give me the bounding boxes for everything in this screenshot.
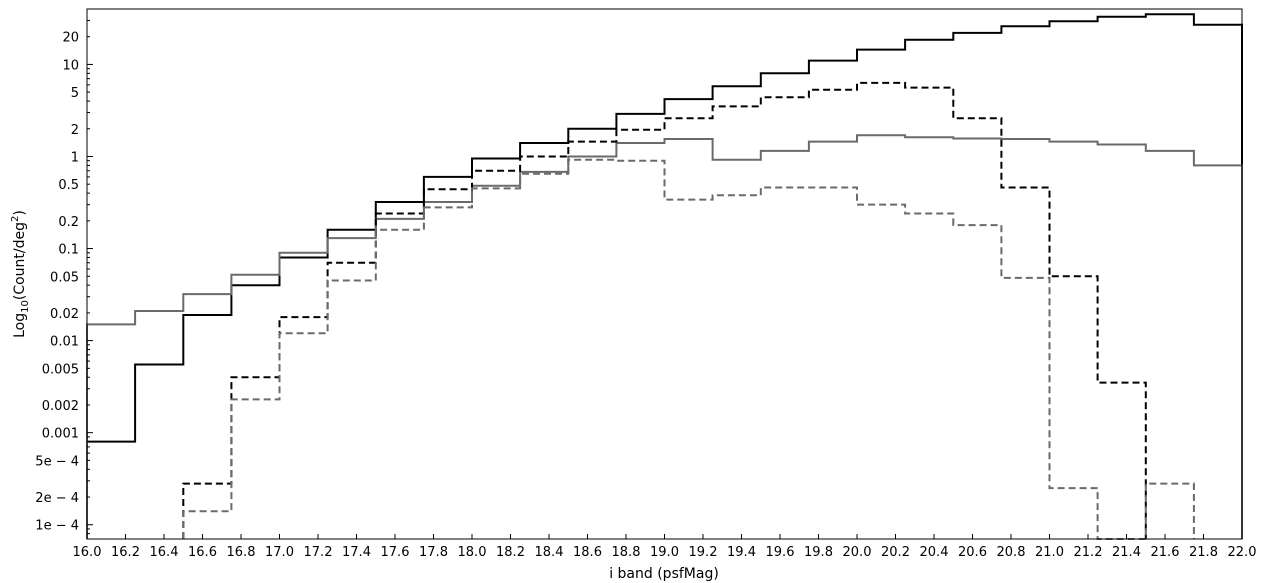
x-tick-label: 19.0 <box>650 545 679 560</box>
x-tick-label: 18.0 <box>458 545 487 560</box>
y-axis-title-close: ) <box>12 210 28 215</box>
x-tick-label: 16.4 <box>150 545 179 560</box>
y-tick-label: 0.001 <box>42 427 79 442</box>
y-tick-label: 0.5 <box>58 178 79 193</box>
y-tick-label: 0.02 <box>50 307 79 322</box>
y-axis-title-open: (Count/deg <box>12 222 28 300</box>
x-tick-label: 21.6 <box>1151 545 1180 560</box>
x-tick-label: 20.4 <box>920 545 949 560</box>
y-axis-title-sub: 10 <box>20 300 31 313</box>
x-tick-label: 22.0 <box>1228 545 1257 560</box>
y-tick-label: 0.2 <box>58 215 79 230</box>
y-tick-label: 5e − 4 <box>35 454 79 469</box>
x-tick-label: 21.4 <box>1112 545 1141 560</box>
x-tick-label: 18.4 <box>535 545 564 560</box>
y-tick-label: 2 <box>71 123 79 138</box>
y-axis-title-sup: 2 <box>10 216 21 222</box>
y-axis-title: Log10(Count/deg2) <box>10 210 31 338</box>
x-tick-label: 20.0 <box>843 545 872 560</box>
x-tick-label: 19.4 <box>727 545 756 560</box>
y-tick-label: 2e − 4 <box>35 491 79 506</box>
x-tick-label: 16.6 <box>188 545 217 560</box>
y-tick-label: 0.002 <box>42 399 79 414</box>
y-tick-label: 0.1 <box>58 243 79 258</box>
x-tick-label: 17.4 <box>342 545 371 560</box>
x-tick-label: 17.6 <box>381 545 410 560</box>
x-tick-label: 20.6 <box>958 545 987 560</box>
series-line-3 <box>182 81 1147 539</box>
x-tick-label: 18.8 <box>612 545 641 560</box>
x-tick-label: 21.0 <box>1035 545 1064 560</box>
y-tick-label: 0.05 <box>50 270 79 285</box>
x-tick-label: 17.0 <box>265 545 294 560</box>
x-tick-label: 21.8 <box>1189 545 1218 560</box>
y-tick-label: 0.005 <box>42 362 79 377</box>
y-tick-label: 1e − 4 <box>35 519 79 534</box>
y-tick-label: 20 <box>62 31 79 46</box>
series-line-1 <box>86 13 1243 539</box>
x-tick-label: 16.0 <box>73 545 102 560</box>
x-tick-label: 16.2 <box>111 545 140 560</box>
x-tick-label: 17.2 <box>304 545 333 560</box>
x-tick-label: 18.6 <box>573 545 602 560</box>
x-tick-label: 16.8 <box>227 545 256 560</box>
y-tick-label: 5 <box>71 86 79 101</box>
y-tick-label: 0.01 <box>50 335 79 350</box>
x-axis-title: i band (psfMag) <box>609 566 719 582</box>
x-tick-label: 19.2 <box>689 545 718 560</box>
x-tick-label: 19.8 <box>804 545 833 560</box>
ticks-layer: 16.0 16.2 16.4 16.6 16.8 17.0 17.2 17.4 17.6 17.8… <box>35 8 1257 560</box>
x-tick-label: 21.2 <box>1074 545 1103 560</box>
x-tick-label: 18.2 <box>496 545 525 560</box>
y-tick-label: 10 <box>62 58 79 73</box>
series-line-2 <box>86 134 1243 539</box>
series-line-4 <box>182 158 1195 540</box>
series-layer <box>86 13 1243 540</box>
x-tick-label: 20.2 <box>881 545 910 560</box>
y-tick-label: 1 <box>71 150 79 165</box>
x-tick-label: 17.8 <box>419 545 448 560</box>
y-axis-title-main: Log <box>12 313 28 338</box>
x-tick-label: 19.6 <box>766 545 795 560</box>
x-tick-label: 20.8 <box>997 545 1026 560</box>
